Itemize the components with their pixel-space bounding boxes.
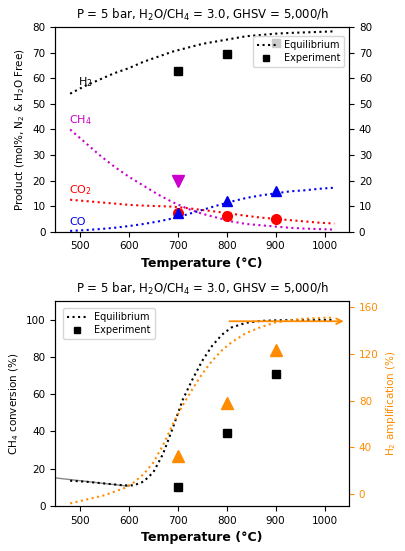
Y-axis label: CH$_4$ conversion (%): CH$_4$ conversion (%) <box>7 353 21 455</box>
Legend: Equilibrium, Experiment: Equilibrium, Experiment <box>63 309 155 339</box>
Y-axis label: Product (mol%, N$_2$ & H$_2$O Free): Product (mol%, N$_2$ & H$_2$O Free) <box>13 48 27 211</box>
X-axis label: Temperature (°C): Temperature (°C) <box>141 257 263 270</box>
Text: CH$_4$: CH$_4$ <box>69 113 92 127</box>
Text: CO: CO <box>69 217 85 226</box>
Title: P = 5 bar, H$_2$O/CH$_4$ = 3.0, GHSV = 5,000/h: P = 5 bar, H$_2$O/CH$_4$ = 3.0, GHSV = 5… <box>76 281 329 297</box>
Text: H$_2$: H$_2$ <box>78 75 93 89</box>
Title: P = 5 bar, H$_2$O/CH$_4$ = 3.0, GHSV = 5,000/h: P = 5 bar, H$_2$O/CH$_4$ = 3.0, GHSV = 5… <box>76 7 329 23</box>
Y-axis label: H$_2$ amplification (%): H$_2$ amplification (%) <box>384 351 398 456</box>
Text: CO$_2$: CO$_2$ <box>69 183 92 197</box>
Legend: Equilibrium, Experiment: Equilibrium, Experiment <box>253 36 344 67</box>
X-axis label: Temperature (°C): Temperature (°C) <box>141 531 263 544</box>
